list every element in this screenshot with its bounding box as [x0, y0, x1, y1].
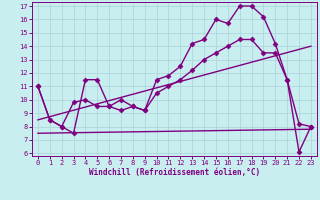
X-axis label: Windchill (Refroidissement éolien,°C): Windchill (Refroidissement éolien,°C) — [89, 168, 260, 177]
